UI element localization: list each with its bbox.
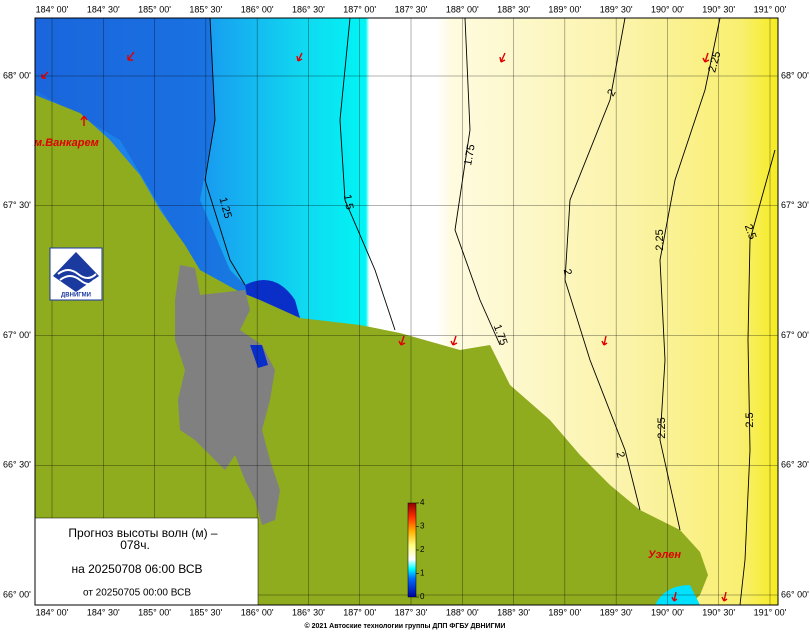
legend-valid: на 20250708 06:00 ВСВ (72, 562, 203, 576)
land (35, 95, 708, 605)
lat-label-left: 67° 00' (3, 330, 31, 340)
lon-label-top: 184° 00' (36, 4, 69, 14)
place-name: м.Ванкарем (34, 137, 99, 149)
lat-label-left: 67° 30' (3, 200, 31, 210)
lon-label-bottom: 190° 30' (702, 607, 735, 617)
lon-label-top: 187° 00' (343, 4, 376, 14)
lat-label-right: 66° 00' (781, 589, 809, 599)
colorbar-tick-label: 4 (420, 498, 425, 507)
colorbar-tick-label: 1 (420, 569, 425, 578)
wind-arrows (41, 51, 728, 602)
legend-box (34, 517, 259, 606)
arrow (450, 335, 458, 346)
arrow (80, 115, 88, 126)
contour-label: 2.25 (654, 229, 666, 250)
arrow (721, 591, 728, 602)
lon-label-bottom: 187° 00' (343, 607, 376, 617)
lon-label-top: 187° 30' (395, 4, 428, 14)
lat-label-left: 66° 30' (3, 460, 31, 470)
lon-label-top: 188° 00' (446, 4, 479, 14)
colorbar-tick-label: 2 (420, 545, 425, 554)
colorbar-tick-label: 0 (420, 592, 425, 601)
lagoon (175, 265, 280, 525)
contour-label: 1.25 (217, 196, 234, 220)
lon-label-top: 191° 00' (754, 4, 787, 14)
lat-label-right: 68° 00' (781, 70, 809, 80)
map-area (35, 17, 778, 606)
lat-label-left: 68° 00' (3, 70, 31, 80)
contour-label: 2 (605, 87, 618, 98)
contour-label: 2.25 (656, 417, 668, 438)
contour-label: 1.75 (462, 143, 478, 166)
lon-label-top: 185° 00' (138, 4, 171, 14)
arrow (296, 52, 303, 62)
lon-label-top: 185° 30' (189, 4, 222, 14)
lon-label-top: 184° 30' (87, 4, 120, 14)
legend-title: Прогноз высоты волн (м) – (68, 526, 218, 540)
lon-label-bottom: 188° 00' (446, 607, 479, 617)
lon-label-bottom: 190° 00' (651, 607, 684, 617)
lat-label-right: 66° 30' (781, 460, 809, 470)
place-name: Уэлен (648, 549, 681, 561)
lon-label-bottom: 185° 00' (138, 607, 171, 617)
lon-label-top: 190° 00' (651, 4, 684, 14)
lon-label-bottom: 186° 30' (292, 607, 325, 617)
contour-line (339, 17, 396, 331)
contour-label: 1.5 (341, 193, 355, 210)
lon-label-bottom: 189° 30' (600, 607, 633, 617)
colorbar (407, 502, 417, 598)
logo: ДВНИГМИ (49, 247, 103, 301)
arrow (127, 51, 135, 61)
lon-label-top: 186° 00' (241, 4, 274, 14)
footer: © 2021 Автоские технологии группы ДПП ФГ… (305, 622, 506, 630)
contour-label: 2 (614, 450, 627, 459)
lon-label-top: 189° 00' (548, 4, 581, 14)
lon-label-bottom: 184° 30' (87, 607, 120, 617)
contour-line (204, 17, 246, 286)
deep-blue-sea (35, 18, 260, 300)
logo-waves (57, 269, 97, 285)
contour-label: 2 (561, 268, 574, 276)
lon-label-bottom: 186° 00' (241, 607, 274, 617)
lon-label-bottom: 188° 30' (497, 607, 530, 617)
lon-label-bottom: 187° 30' (395, 607, 428, 617)
lat-label-right: 67° 00' (781, 330, 809, 340)
lon-label-top: 189° 30' (600, 4, 633, 14)
arrow (499, 52, 506, 63)
arrow (601, 335, 608, 346)
legend-issued: от 20250705 00:00 ВСВ (83, 588, 191, 599)
lat-label-left: 66° 00' (3, 589, 31, 599)
arrow (671, 591, 678, 602)
lon-label-bottom: 191° 00' (754, 607, 787, 617)
lon-label-top: 188° 30' (497, 4, 530, 14)
contour-label: 2.25 (706, 50, 723, 74)
contour-line (659, 17, 721, 531)
legend-lead: 078ч. (120, 538, 150, 552)
lon-label-bottom: 185° 30' (189, 607, 222, 617)
logo-text: ДВНИГМИ (61, 293, 91, 299)
map-frame (34, 17, 779, 606)
lagoon-blue (250, 345, 268, 368)
lat-label-right: 67° 30' (781, 200, 809, 210)
contour-label: 2.5 (742, 223, 759, 241)
lon-label-bottom: 189° 00' (548, 607, 581, 617)
contour-line (454, 17, 501, 346)
contour-line (739, 149, 776, 606)
arrow (398, 335, 406, 346)
arrow (702, 52, 710, 63)
lon-label-bottom: 184° 00' (36, 607, 69, 617)
lon-label-top: 186° 30' (292, 4, 325, 14)
colorbar-tick-label: 3 (420, 522, 425, 531)
contour-label: 2.5 (744, 412, 756, 427)
lon-label-top: 190° 30' (702, 4, 735, 14)
